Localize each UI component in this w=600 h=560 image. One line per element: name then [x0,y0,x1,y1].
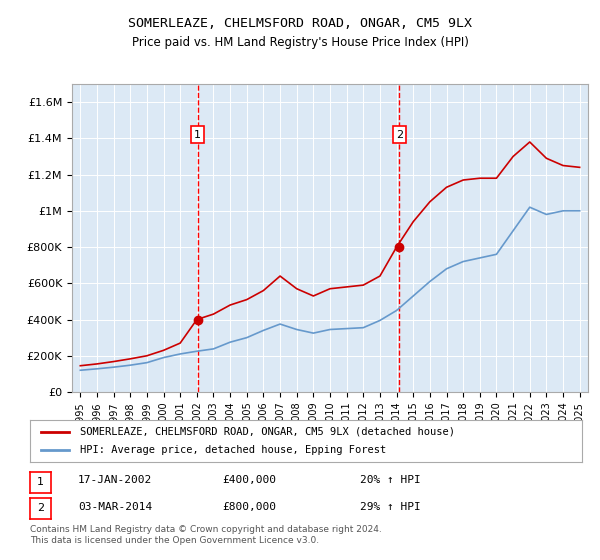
Text: 2: 2 [396,130,403,140]
Text: £800,000: £800,000 [222,502,276,512]
Text: 03-MAR-2014: 03-MAR-2014 [78,502,152,512]
Text: 2: 2 [37,503,44,514]
Text: HPI: Average price, detached house, Epping Forest: HPI: Average price, detached house, Eppi… [80,445,386,455]
Text: 1: 1 [194,130,201,140]
Text: 20% ↑ HPI: 20% ↑ HPI [360,475,421,486]
Text: 29% ↑ HPI: 29% ↑ HPI [360,502,421,512]
Text: SOMERLEAZE, CHELMSFORD ROAD, ONGAR, CM5 9LX (detached house): SOMERLEAZE, CHELMSFORD ROAD, ONGAR, CM5 … [80,427,455,437]
Text: Price paid vs. HM Land Registry's House Price Index (HPI): Price paid vs. HM Land Registry's House … [131,36,469,49]
Text: 1: 1 [37,477,44,487]
Text: Contains HM Land Registry data © Crown copyright and database right 2024.: Contains HM Land Registry data © Crown c… [30,525,382,534]
Text: £400,000: £400,000 [222,475,276,486]
Text: This data is licensed under the Open Government Licence v3.0.: This data is licensed under the Open Gov… [30,536,319,545]
Text: 17-JAN-2002: 17-JAN-2002 [78,475,152,486]
Text: SOMERLEAZE, CHELMSFORD ROAD, ONGAR, CM5 9LX: SOMERLEAZE, CHELMSFORD ROAD, ONGAR, CM5 … [128,17,472,30]
